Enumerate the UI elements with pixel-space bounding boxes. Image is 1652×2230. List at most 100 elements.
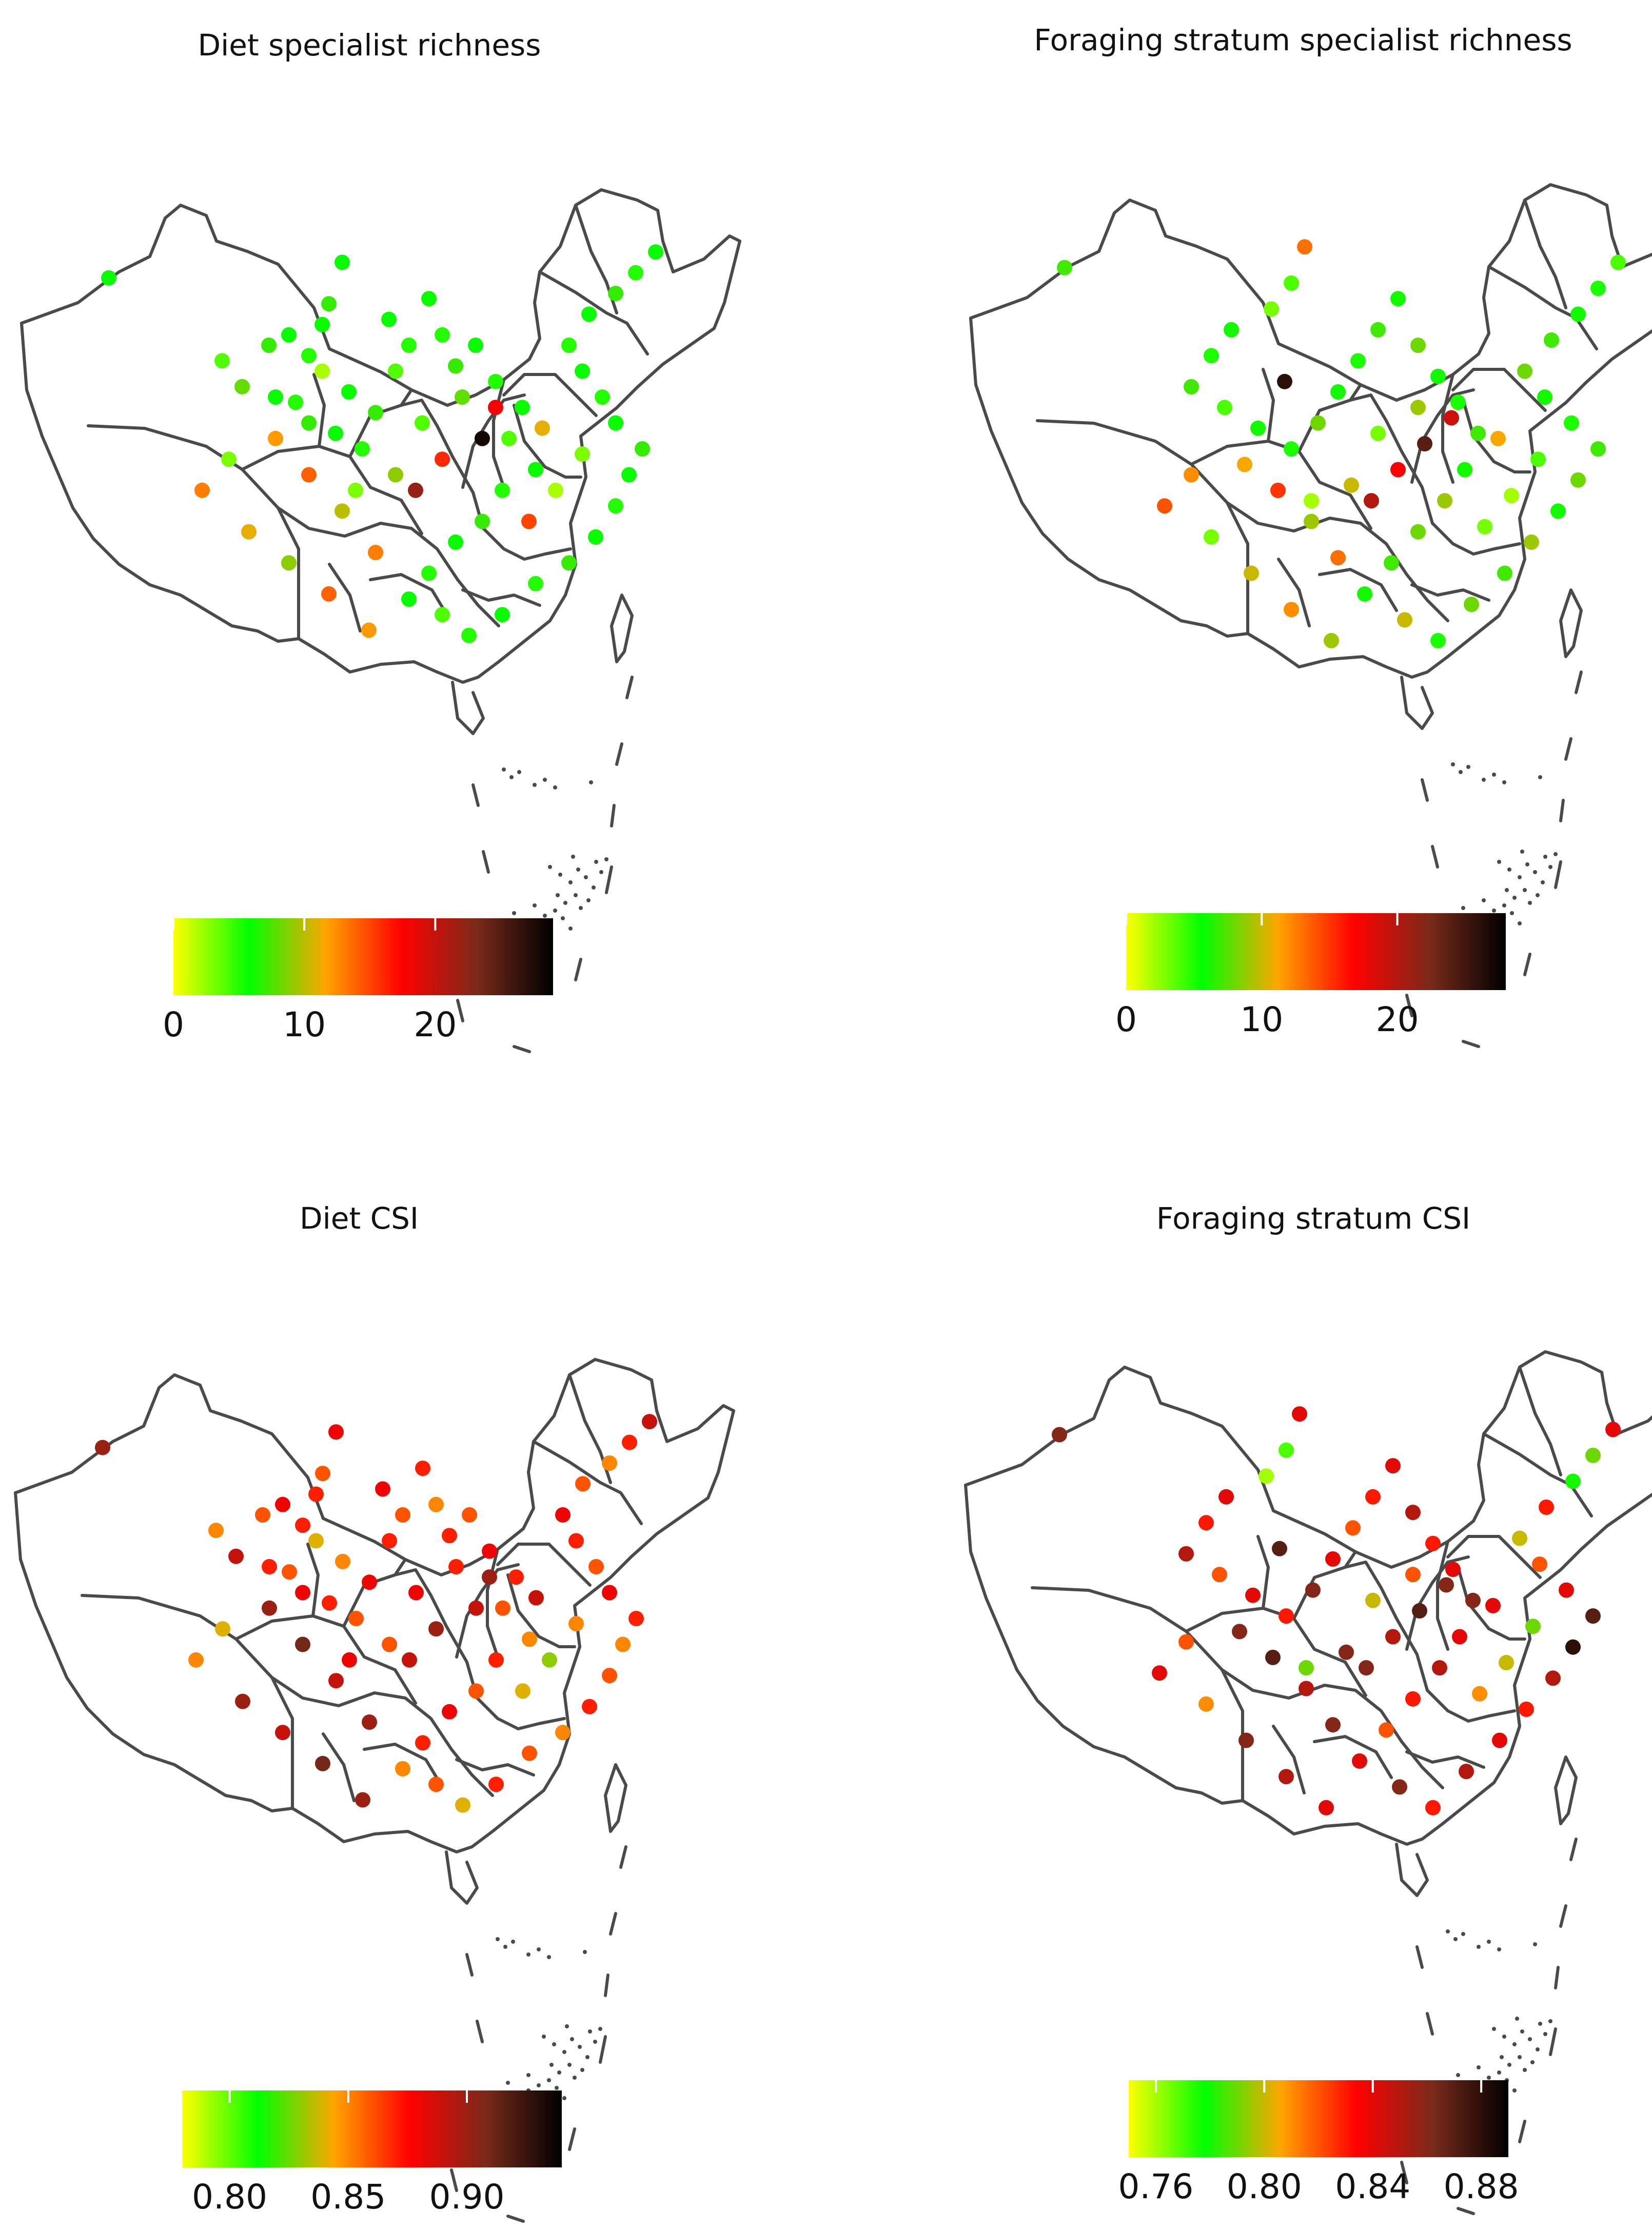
site-point [335, 503, 350, 519]
site-point [1365, 1489, 1381, 1505]
site-point [1610, 254, 1626, 270]
site-point [448, 1559, 464, 1574]
site-point [282, 1564, 297, 1580]
panel-foraging-richness: Foraging stratum specialist richness 0 10… [971, 23, 1652, 1047]
site-point [1284, 275, 1299, 291]
site-point [1379, 1722, 1394, 1738]
site-point [435, 327, 450, 343]
site-point [542, 1652, 557, 1668]
site-point [1359, 1660, 1374, 1676]
site-point [575, 446, 590, 462]
site-point [1224, 322, 1239, 338]
site-point [575, 1476, 591, 1492]
site-point [1504, 488, 1519, 503]
site-point [1297, 239, 1312, 255]
colorbar-tick-label: 0.88 [1444, 2167, 1519, 2206]
site-points [1057, 239, 1626, 648]
site-point [1492, 1732, 1507, 1748]
site-point [1559, 1582, 1574, 1598]
site-point [1237, 457, 1252, 472]
colorbar-tick-label: 0 [1115, 1000, 1137, 1039]
colorbar: 0.76 0.80 0.84 0.88 [1118, 2080, 1519, 2206]
colorbar-tick-label: 0.85 [310, 2177, 386, 2217]
site-point [234, 379, 250, 394]
site-point [1204, 348, 1219, 364]
site-point [1537, 389, 1552, 405]
site-point [1232, 1624, 1247, 1640]
site-point [528, 462, 543, 478]
colorbar-tick-label: 20 [414, 1005, 457, 1044]
site-point [1390, 291, 1406, 307]
site-point [301, 467, 317, 483]
colorbar-tick-label: 10 [283, 1005, 326, 1044]
site-point [1517, 363, 1532, 379]
site-point [221, 451, 237, 467]
site-point [328, 1673, 344, 1689]
site-point [1445, 1562, 1461, 1577]
site-point [1524, 534, 1539, 550]
site-point [1545, 1670, 1561, 1686]
site-point [1325, 1717, 1341, 1733]
site-point [1357, 586, 1372, 602]
site-point [488, 1652, 504, 1668]
site-point [1385, 1458, 1401, 1474]
site-point [408, 482, 423, 498]
site-point [402, 1652, 417, 1668]
site-point [501, 430, 517, 446]
colorbar-tick-label: 0.80 [1227, 2167, 1302, 2206]
site-point [1284, 602, 1299, 618]
site-point [401, 338, 417, 353]
site-point [1344, 477, 1359, 493]
site-point [241, 524, 257, 540]
site-point [275, 1725, 290, 1741]
site-point [608, 498, 623, 514]
site-point [521, 514, 537, 529]
site-point [602, 1585, 617, 1601]
site-point [621, 467, 637, 483]
site-point [314, 317, 330, 332]
site-point [288, 394, 303, 410]
site-point [495, 607, 510, 623]
site-points [1052, 1406, 1621, 1815]
site-point [1585, 1448, 1601, 1463]
site-point [1299, 1660, 1314, 1676]
site-point [1450, 394, 1466, 410]
site-point [301, 348, 317, 364]
site-point [262, 1600, 277, 1616]
site-point [1470, 425, 1486, 441]
site-point [95, 1439, 110, 1455]
site-point [555, 1507, 571, 1523]
site-point [261, 338, 277, 353]
site-point [1272, 1541, 1287, 1556]
panel-title: Diet specialist richness [198, 28, 541, 63]
site-point [368, 545, 383, 560]
site-point [588, 1559, 604, 1574]
site-point [1279, 1608, 1294, 1624]
site-point [382, 1533, 397, 1549]
site-point [561, 555, 577, 571]
site-point [435, 607, 450, 623]
site-point [194, 482, 210, 498]
site-point [535, 420, 550, 436]
site-point [528, 1590, 544, 1606]
site-point [1439, 1577, 1454, 1593]
site-point [495, 1600, 510, 1616]
site-point [1585, 1608, 1601, 1624]
site-point [1238, 1732, 1254, 1748]
site-point [395, 1507, 410, 1523]
site-points [95, 1414, 657, 1813]
site-point [1497, 565, 1512, 581]
site-point [281, 555, 297, 571]
site-point [1345, 1520, 1361, 1536]
site-point [602, 1455, 617, 1471]
site-point [1425, 1535, 1441, 1551]
site-point [1412, 1603, 1427, 1619]
colorbar-tick-label: 20 [1376, 1000, 1419, 1039]
site-point [335, 1553, 350, 1569]
site-point [482, 1569, 497, 1585]
site-point [1532, 1556, 1547, 1572]
site-point [1264, 301, 1279, 317]
site-point [281, 327, 297, 343]
site-point [1365, 1592, 1381, 1608]
